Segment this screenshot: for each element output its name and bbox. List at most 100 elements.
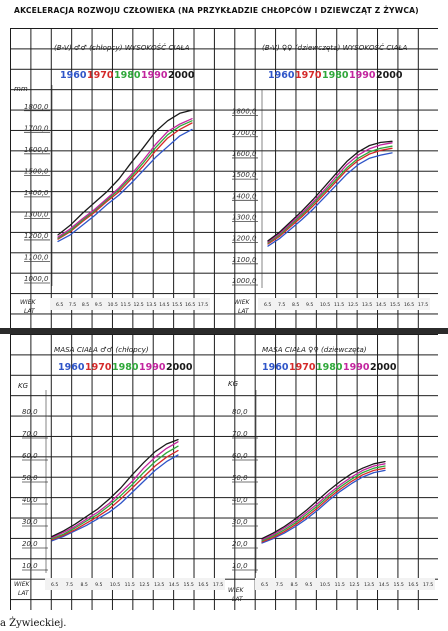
chart-4-title: MASA CIAŁA ♀♀ (dziewczęta)	[262, 345, 367, 354]
chart-3-xtick: 8.5	[80, 582, 87, 588]
series-1980-chart-4	[261, 465, 386, 542]
chart-2-xlabel-top: WIEK	[234, 299, 250, 306]
chart-4-ytick: 80,0	[232, 408, 248, 416]
legend-1960-chart-2: 1960	[268, 70, 295, 81]
series-1960-chart-1	[57, 128, 193, 243]
chart-3-title: MASA CIAŁA ♂♂ (chłopcy)	[54, 345, 149, 354]
chart-4-ytick: 70,0	[232, 430, 248, 438]
legend-2000-chart-1: 2000	[168, 70, 195, 81]
chart-4-ytick: 20,0	[232, 540, 248, 548]
legend-1970-chart-2: 1970	[295, 70, 322, 81]
chart-1-ytick: 1700,0	[24, 124, 49, 132]
chart-4-xtick: 16.5	[408, 582, 418, 588]
chart-1-xtick: 16.5	[185, 302, 195, 308]
chart-3-xtick: 17.5	[213, 582, 223, 588]
legend-1990-chart-4: 1990	[343, 362, 370, 373]
series-1960-chart-2	[267, 152, 393, 247]
chart-1-ytick: 1200,0	[24, 232, 49, 240]
chart-4-xtick: 8.5	[290, 582, 297, 588]
chart-4-ytick: 10,0	[232, 562, 248, 570]
chart-4-xlabel-top: WIEK	[228, 587, 244, 594]
chart-2-ytick: 1300,0	[232, 213, 257, 221]
chart-1-ytick: 1100,0	[24, 253, 49, 261]
x-ticks-chart-2	[258, 298, 430, 310]
series-1990-chart-2	[267, 142, 393, 243]
chart-2-ytick: 1400,0	[232, 192, 257, 200]
chart-2-xtick: 9.5	[306, 302, 313, 308]
chart-4-xtick: 6.5	[261, 582, 268, 588]
chart-3-xtick: 12.5	[139, 582, 149, 588]
series-1970-chart-1	[57, 122, 193, 240]
chart-1-ytick: 1400,0	[24, 189, 49, 197]
chart-4-xtick: 7.5	[276, 582, 283, 588]
legend-1970-chart-3: 1970	[85, 362, 112, 373]
chart-3-ytick: 10,0	[22, 562, 38, 570]
bottom-grid-background	[10, 334, 438, 610]
chart-2-xtick: 12.5	[348, 302, 358, 308]
chart-1-xtick: 8.5	[82, 302, 89, 308]
legend-1970-chart-4: 1970	[289, 362, 316, 373]
chart-1-title: (B-V) ♂♂ (chłopcy) WYSOKOŚĆ CIAŁA	[54, 43, 190, 52]
chart-2-xlabel-bottom: LAT	[238, 308, 250, 315]
chart-1-xtick: 9.5	[95, 302, 102, 308]
page-title: AKCELERACJA ROZWOJU CZŁOWIEKA (NA PRZYKŁ…	[14, 6, 419, 15]
series-1980-chart-2	[267, 145, 393, 244]
chart-4-ytick: 30,0	[232, 518, 248, 526]
chart-1-ytick: 1800,0	[24, 103, 49, 111]
chart-3-xlabel-top: WIEK	[14, 581, 30, 588]
series-2000-chart-3	[51, 438, 179, 538]
chart-2-xtick: 6.5	[264, 302, 271, 308]
chart-1-ylabel: mm	[14, 85, 28, 93]
chart-3-ytick: 20,0	[22, 540, 38, 548]
series-2000-chart-1	[57, 109, 193, 236]
series-1960-chart-4	[261, 469, 386, 544]
chart-2-xtick: 11.5	[334, 302, 344, 308]
chart-3-xtick: 11.5	[125, 582, 135, 588]
chart-4-ytick: 60,0	[232, 452, 248, 460]
chart-3-ylabel: KG	[18, 382, 29, 390]
chart-3-ytick: 80,0	[22, 408, 38, 416]
chart-4-ylabel: KG	[228, 380, 239, 388]
legend-1990-chart-2: 1990	[349, 70, 376, 81]
series-1970-chart-3	[51, 449, 179, 541]
legend-2000-chart-3: 2000	[166, 362, 193, 373]
chart-3-xtick: 14.5	[169, 582, 179, 588]
chart-2-ytick: 1100,0	[232, 256, 257, 264]
chart-3-xtick: 15.5	[184, 582, 194, 588]
chart-4-xtick: 9.5	[305, 582, 312, 588]
chart-3-xlabel-bottom: LAT	[18, 590, 30, 597]
chart-3-ytick: 40,0	[22, 496, 38, 504]
chart-4-ytick: 50,0	[232, 474, 248, 482]
legend-1990-chart-3: 1990	[139, 362, 166, 373]
x-ticks-chart-1	[50, 298, 210, 310]
series-1970-chart-4	[261, 467, 386, 543]
panel-divider	[0, 328, 448, 334]
legend-1980-chart-2: 1980	[322, 70, 349, 81]
chart-2-xtick: 13.5	[362, 302, 372, 308]
chart-4-xtick: 10.5	[320, 582, 330, 588]
top-grid-background	[10, 28, 438, 328]
chart-3-xtick: 9.5	[95, 582, 102, 588]
chart-1-xlabel-top: WIEK	[20, 299, 36, 306]
legend-1980-chart-3: 1980	[112, 362, 139, 373]
legend-1980-chart-4: 1980	[316, 362, 343, 373]
chart-1-xtick: 11.5	[121, 302, 131, 308]
chart-2-xtick: 7.5	[278, 302, 285, 308]
chart-4-xtick: 14.5	[379, 582, 389, 588]
series-2000-chart-2	[267, 140, 393, 242]
series-1980-chart-3	[51, 445, 179, 540]
series-1990-chart-3	[51, 441, 179, 539]
legend-2000-chart-4: 2000	[370, 362, 397, 373]
chart-4-xtick: 12.5	[349, 582, 359, 588]
chart-3-ytick: 50,0	[22, 474, 38, 482]
chart-1-xtick: 14.5	[159, 302, 169, 308]
chart-1-xlabel-bottom: LAT	[24, 308, 36, 315]
x-ticks-chart-3	[45, 578, 225, 590]
legend-1980-chart-1: 1980	[114, 70, 141, 81]
chart-4-xtick: 17.5	[423, 582, 433, 588]
chart-2-ytick: 1500,0	[232, 171, 257, 179]
chart-1-xtick: 17.5	[198, 302, 208, 308]
chart-1-xtick: 12.5	[133, 302, 143, 308]
chart-2-xtick: 16.5	[404, 302, 414, 308]
